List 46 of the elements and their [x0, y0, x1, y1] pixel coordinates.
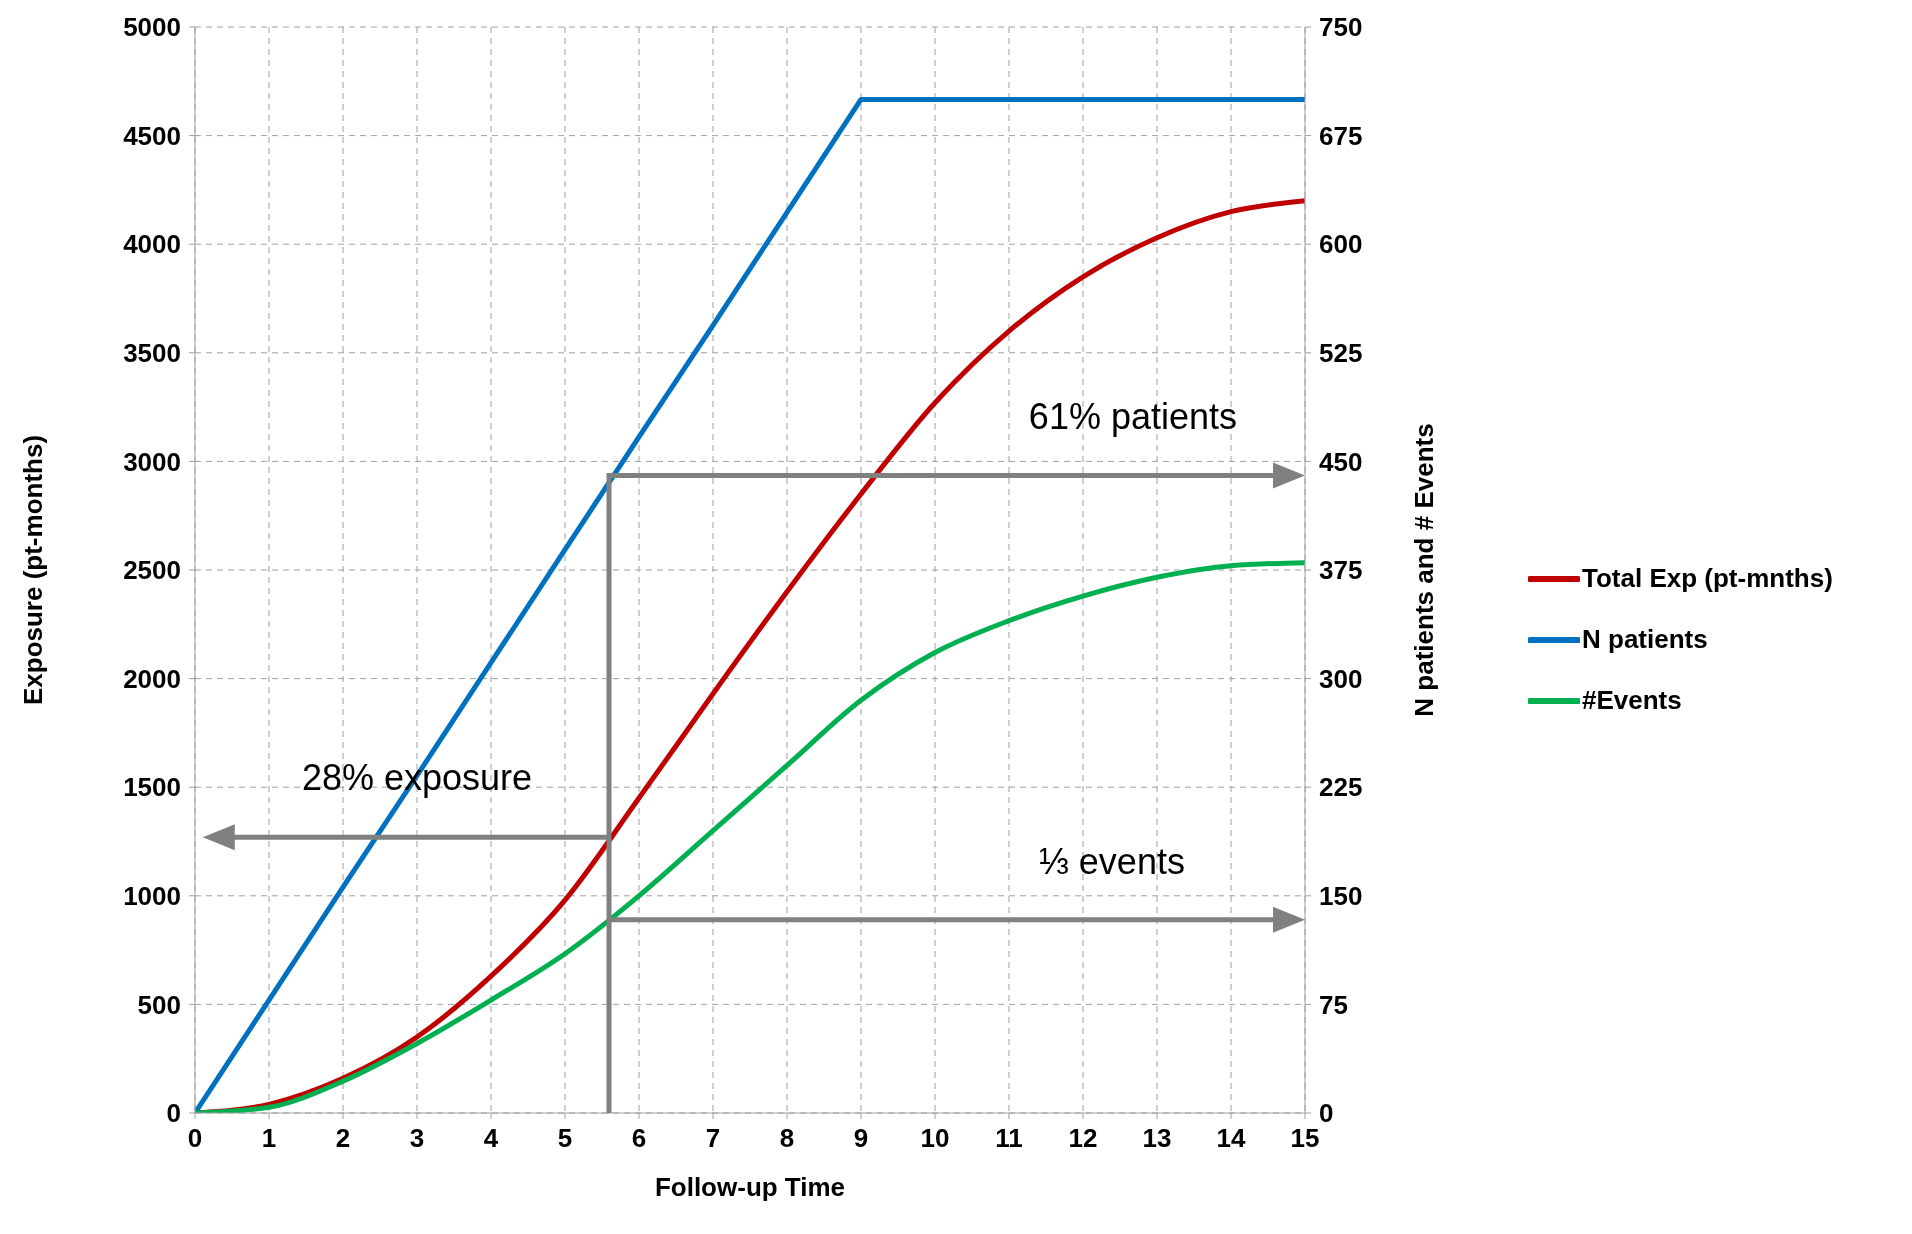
y-tick-label: 3000: [123, 446, 181, 477]
legend-label: Total Exp (pt-mnths): [1582, 562, 1833, 595]
y-tick-label: 1500: [123, 772, 181, 803]
y-tick-label: 3500: [123, 338, 181, 369]
annotation: ⅓ events: [1038, 841, 1185, 883]
x-tick-label: 6: [631, 1123, 647, 1154]
y-tick-label: 500: [137, 989, 181, 1020]
y2-tick-label: 150: [1319, 881, 1363, 912]
x-tick-label: 4: [483, 1123, 499, 1154]
x-tick-label: 10: [920, 1123, 950, 1154]
y-tick-label: 1000: [123, 881, 181, 912]
x-axis-title: Follow-up Time: [654, 1172, 846, 1202]
y2-tick-label: 0: [1319, 1098, 1334, 1129]
x-tick-label: 12: [1068, 1123, 1098, 1154]
y-tick-label: 2500: [123, 555, 181, 586]
x-tick-label: 7: [705, 1123, 721, 1154]
x-tick-label: 11: [995, 1123, 1023, 1154]
y2-tick-label: 375: [1319, 555, 1363, 586]
x-tick-label: 14: [1216, 1123, 1246, 1154]
x-tick-label: 9: [853, 1123, 869, 1154]
y2-tick-label: 75: [1319, 989, 1348, 1020]
x-tick-label: 1: [261, 1123, 277, 1154]
y2-tick-label: 675: [1319, 120, 1363, 151]
y-tick-label: 4500: [123, 120, 181, 151]
y2-tick-label: 600: [1319, 229, 1363, 260]
y2-tick-label: 300: [1319, 663, 1363, 694]
y2-axis-title: N patients and # Events: [1409, 423, 1439, 717]
x-tick-label: 8: [779, 1123, 795, 1154]
x-tick-label: 13: [1142, 1123, 1172, 1154]
legend-label: #Events: [1582, 684, 1682, 717]
legend-label: N patients: [1582, 623, 1708, 656]
x-tick-label: 15: [1290, 1123, 1320, 1154]
y2-tick-label: 750: [1319, 12, 1363, 43]
y-tick-label: 5000: [123, 12, 181, 43]
y2-tick-label: 225: [1319, 772, 1363, 803]
y-tick-label: 2000: [123, 663, 181, 694]
y-tick-label: 4000: [123, 229, 181, 260]
y-tick-label: 0: [166, 1098, 181, 1129]
annotation: 61% patients: [1028, 395, 1238, 437]
x-tick-label: 0: [187, 1123, 203, 1154]
y-axis-title: Exposure (pt-months): [18, 434, 48, 706]
x-tick-label: 3: [409, 1123, 425, 1154]
x-tick-label: 2: [335, 1123, 351, 1154]
x-tick-label: 5: [557, 1123, 573, 1154]
y2-tick-label: 525: [1319, 338, 1363, 369]
y2-tick-label: 450: [1319, 446, 1363, 477]
